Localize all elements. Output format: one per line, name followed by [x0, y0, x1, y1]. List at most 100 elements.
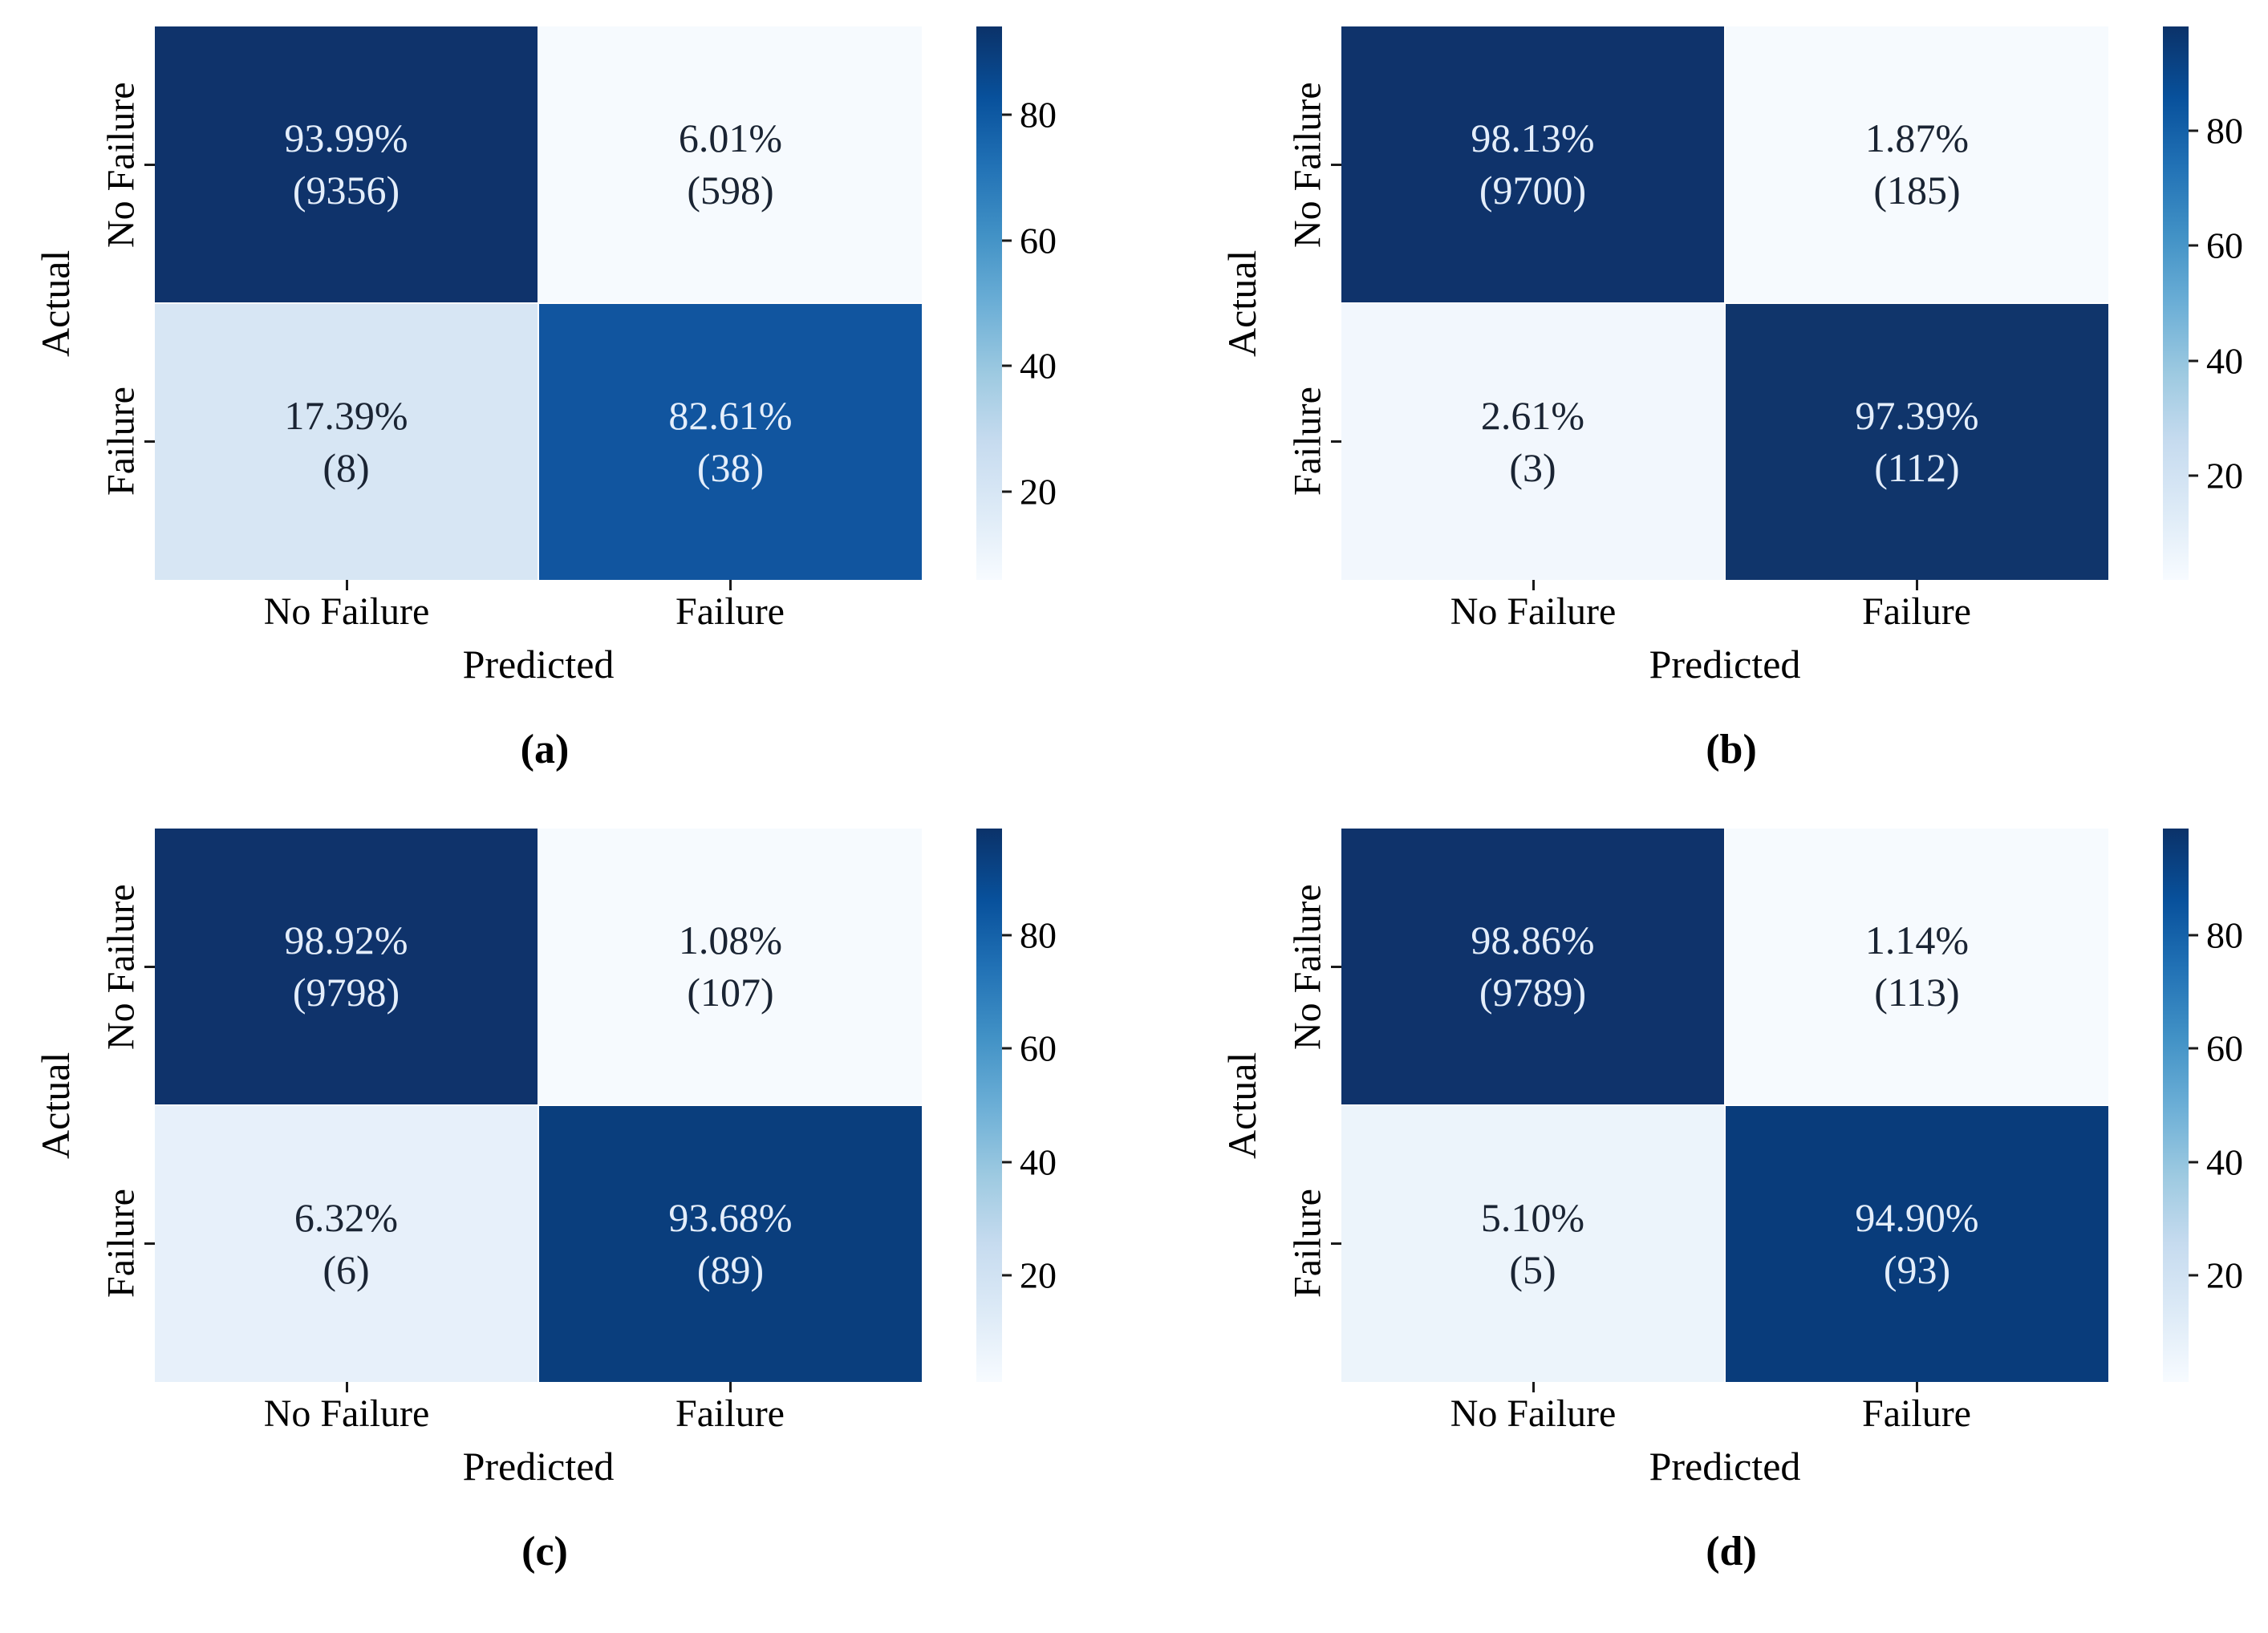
tick-mark [1002, 239, 1012, 242]
tick-mark [2189, 359, 2198, 363]
y-tick-mark [1331, 164, 1341, 166]
colorbar-tick-label: 80 [1020, 914, 1057, 956]
colorbar-tick: 20 [1002, 1254, 1057, 1296]
tick-mark [2189, 1161, 2198, 1164]
y-tick-mark [144, 966, 155, 968]
y-tick-failure: Failure [99, 387, 143, 496]
y-tick-mark [1331, 966, 1341, 968]
y-tick-no-failure: No Failure [99, 82, 143, 248]
cell-percent: 6.32% [294, 1195, 399, 1240]
colorbar-tick: 20 [1002, 471, 1057, 513]
cell-tn: 98.13% (9700) [1341, 26, 1724, 302]
subfigure-caption-b: (b) [1706, 727, 1757, 772]
tick-mark [1002, 1047, 1012, 1050]
y-axis-label: Actual [1219, 249, 1264, 357]
colorbar-tick-label: 80 [1020, 94, 1057, 136]
heatmap-grid: 98.92% (9798) 1.08% (107) 6.32% (6) 93.68% (… [155, 829, 922, 1382]
cell-percent: 93.99% [284, 115, 408, 160]
confusion-matrix-d: Actual No Failure Failure 98.86% (9789) 1… [1219, 829, 2243, 1574]
x-tick-no-failure: No Failure [263, 1392, 430, 1435]
tick-mark [1002, 1161, 1012, 1164]
x-tick-mark [346, 1382, 348, 1392]
y-tick-failure: Failure [1286, 1189, 1329, 1299]
cell-percent: 98.92% [284, 918, 408, 962]
y-tick-mark [144, 440, 155, 443]
cell-count: (9798) [292, 970, 400, 1015]
x-axis-label: Predicted [462, 1444, 615, 1489]
tick-mark [2189, 1274, 2198, 1277]
colorbar-tick-label: 80 [2206, 110, 2243, 152]
cell-percent: 17.39% [284, 393, 408, 438]
colorbar-tick-label: 40 [1020, 345, 1057, 387]
cell-percent: 1.08% [678, 918, 783, 962]
colorbar-tick: 20 [2189, 455, 2243, 497]
cell-fp: 6.01% (598) [539, 26, 922, 302]
colorbar [2163, 829, 2189, 1382]
x-tick-mark [1532, 1382, 1535, 1392]
colorbar-tick: 60 [1002, 1027, 1057, 1070]
cell-percent: 98.13% [1471, 115, 1595, 160]
colorbar-tick-label: 60 [1020, 220, 1057, 261]
cell-tp: 94.90% (93) [1726, 1106, 2108, 1382]
subfigure-caption-c: (c) [521, 1529, 568, 1574]
cell-percent: 2.61% [1480, 393, 1585, 438]
cell-fn: 6.32% (6) [155, 1106, 538, 1382]
colorbar-tick: 40 [1002, 1141, 1057, 1183]
y-tick-no-failure: No Failure [1286, 884, 1329, 1050]
x-tick-mark [1916, 1382, 1918, 1392]
confusion-matrix-b: Actual No Failure Failure 98.13% (9700) 1… [1219, 26, 2243, 772]
x-tick-no-failure: No Failure [1450, 590, 1617, 633]
cell-count: (6) [323, 1247, 370, 1292]
heatmap-grid: 93.99% (9356) 6.01% (598) 17.39% (8) 82.61%… [155, 26, 922, 580]
x-tick-failure: Failure [1862, 1392, 1971, 1435]
y-tick-failure: Failure [1286, 387, 1329, 496]
colorbar-tick: 60 [2189, 225, 2243, 267]
cell-fn: 2.61% (3) [1341, 304, 1724, 580]
x-tick-mark [346, 580, 348, 590]
cell-percent: 1.87% [1864, 115, 1970, 160]
colorbar-tick-label: 20 [1020, 1254, 1057, 1296]
cell-count: (38) [696, 445, 765, 490]
cell-tp: 93.68% (89) [539, 1106, 922, 1382]
colorbar-tick: 80 [2189, 109, 2243, 152]
cell-percent: 98.86% [1471, 918, 1595, 962]
tick-mark [1002, 490, 1012, 493]
subfigure-caption-d: (d) [1706, 1529, 1757, 1574]
x-tick-mark [1916, 580, 1918, 590]
heatmap-grid: 98.86% (9789) 1.14% (113) 5.10% (5) 94.90% (… [1341, 829, 2108, 1382]
colorbar-tick: 80 [1002, 93, 1057, 136]
cell-count: (9700) [1479, 168, 1587, 213]
tick-mark [2189, 129, 2198, 132]
y-tick-mark [144, 1242, 155, 1245]
tick-mark [1002, 1274, 1012, 1277]
colorbar-tick: 40 [2189, 339, 2243, 382]
cell-count: (9789) [1479, 970, 1587, 1015]
cell-count: (107) [687, 970, 774, 1015]
cell-count: (113) [1874, 970, 1960, 1015]
cell-percent: 1.14% [1864, 918, 1970, 962]
colorbar-tick: 80 [1002, 914, 1057, 957]
y-tick-no-failure: No Failure [99, 884, 143, 1050]
colorbar-tick: 60 [2189, 1027, 2243, 1070]
colorbar-tick-label: 40 [2206, 1141, 2243, 1183]
confusion-matrix-a: Actual No Failure Failure 93.99% (9356) 6… [33, 26, 1057, 772]
cell-count: (8) [323, 445, 370, 490]
x-tick-failure: Failure [676, 1392, 785, 1435]
cell-percent: 93.68% [668, 1195, 793, 1240]
x-axis-label: Predicted [1649, 1444, 1801, 1489]
x-tick-mark [729, 1382, 732, 1392]
colorbar-tick-label: 40 [1020, 1141, 1057, 1183]
cell-percent: 94.90% [1855, 1195, 1979, 1240]
cell-count: (112) [1874, 445, 1960, 490]
colorbar [976, 829, 1002, 1382]
y-axis-label: Actual [1219, 1052, 1264, 1159]
cell-percent: 5.10% [1480, 1195, 1585, 1240]
x-tick-no-failure: No Failure [263, 590, 430, 633]
colorbar-tick-label: 40 [2206, 340, 2243, 382]
y-tick-mark [144, 164, 155, 166]
y-tick-no-failure: No Failure [1286, 82, 1329, 248]
tick-mark [2189, 1047, 2198, 1050]
colorbar-tick-label: 20 [2206, 1254, 2243, 1296]
cell-fn: 17.39% (8) [155, 304, 538, 580]
colorbar [2163, 26, 2189, 580]
